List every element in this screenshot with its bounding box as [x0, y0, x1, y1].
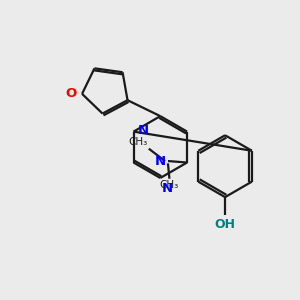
Text: CH₃: CH₃	[128, 137, 147, 147]
Text: CH₃: CH₃	[160, 180, 179, 190]
Text: OH: OH	[214, 218, 236, 231]
Text: O: O	[65, 87, 77, 101]
Text: N: N	[162, 182, 173, 195]
Text: N: N	[154, 154, 166, 167]
Text: N: N	[138, 124, 149, 136]
